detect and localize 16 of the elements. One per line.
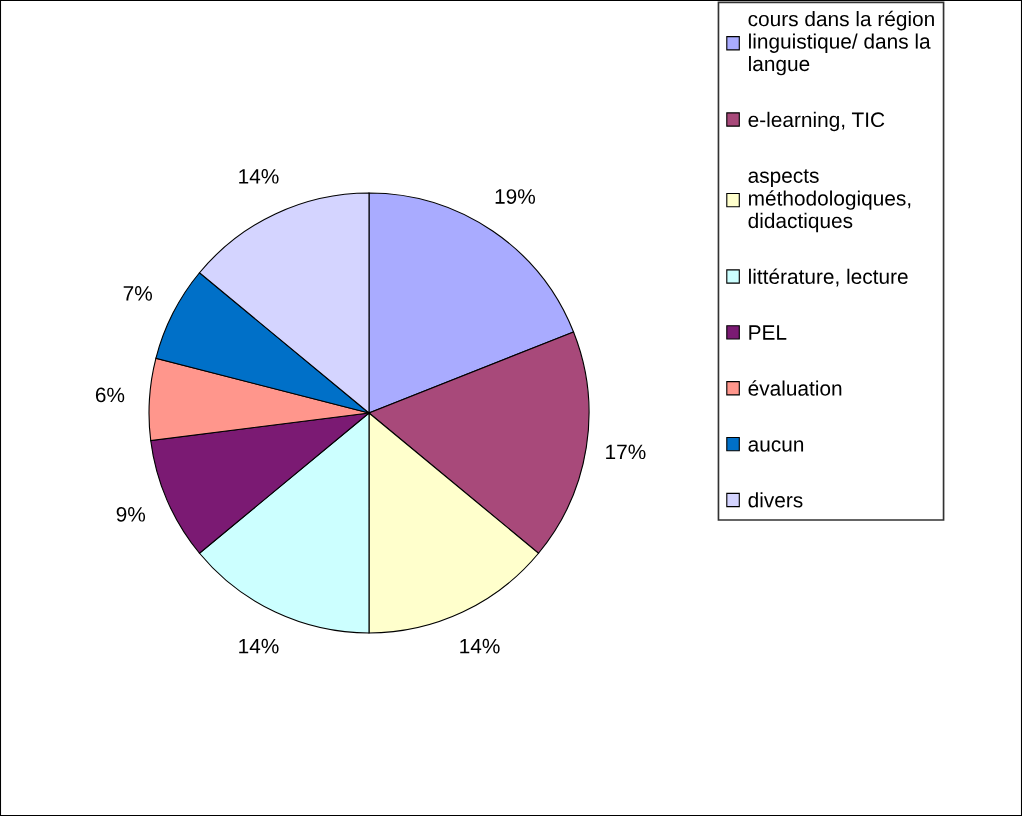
data-label: 17% [606, 444, 646, 460]
legend-label: divers [748, 492, 803, 508]
legend-label: PEL [749, 325, 787, 340]
data-label: 6% [95, 387, 125, 403]
data-label: 14% [460, 638, 500, 654]
legend-label: aspects méthodologiques, didactiques [748, 169, 911, 233]
legend-label: cours dans la région linguistique/ dans la langue [748, 10, 934, 76]
legend-label: littérature, lecture [749, 268, 908, 287]
data-label: 7% [123, 286, 153, 301]
data-label: 14% [239, 169, 279, 184]
data-label: 14% [239, 638, 279, 654]
legend-label: aucun [748, 440, 804, 452]
legend-label: évaluation [748, 380, 842, 396]
legend-label: e-learning, TIC [748, 111, 885, 132]
data-label: 19% [495, 189, 536, 204]
data-label: 9% [116, 506, 146, 522]
